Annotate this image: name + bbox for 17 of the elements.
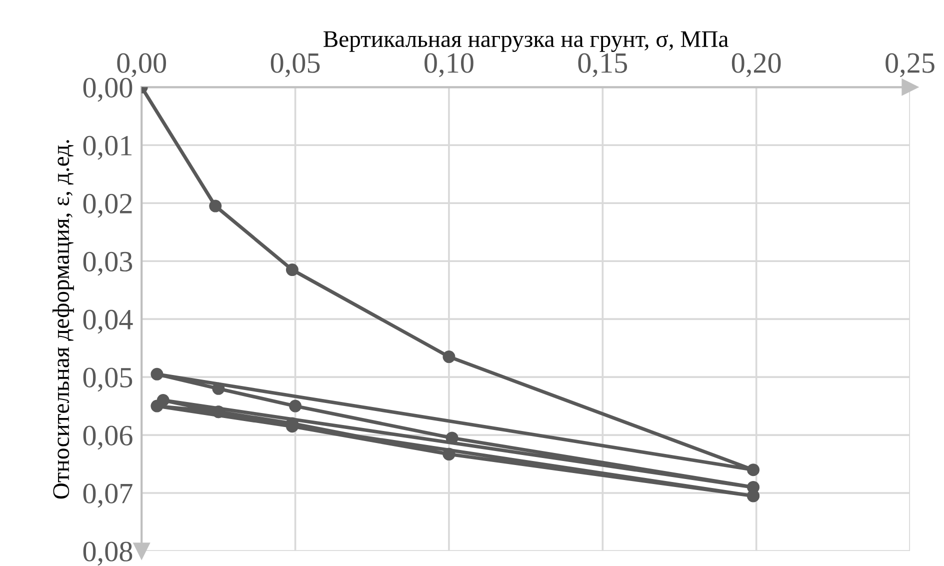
y-axis-title: Относительная деформация, ε, д.ед. bbox=[52, 140, 74, 499]
y-tick-label: 0,07 bbox=[83, 484, 132, 508]
y-tick-label: 0,02 bbox=[83, 194, 132, 218]
y-tick-label: 0,04 bbox=[83, 310, 133, 334]
x-tick-label: 0,10 bbox=[424, 53, 474, 78]
y-tick-label: 0,01 bbox=[83, 136, 132, 160]
x-tick-label: 0,15 bbox=[578, 53, 628, 78]
y-tick-label: 0,03 bbox=[83, 252, 132, 276]
y-tick-label: 0,05 bbox=[83, 368, 132, 392]
x-tick-label: 0,00 bbox=[117, 53, 166, 78]
x-tick-label: 0,05 bbox=[270, 53, 320, 78]
x-tick-label: 0,20 bbox=[732, 53, 781, 78]
y-tick-label: 0,08 bbox=[83, 542, 132, 566]
y-tick-label: 0,06 bbox=[83, 426, 132, 450]
y-tick-label: 0,00 bbox=[83, 78, 132, 102]
x-axis-title: Вертикальная нагрузка на грунт, σ, МПа bbox=[324, 31, 728, 52]
x-tick-label: 0,25 bbox=[886, 53, 934, 78]
